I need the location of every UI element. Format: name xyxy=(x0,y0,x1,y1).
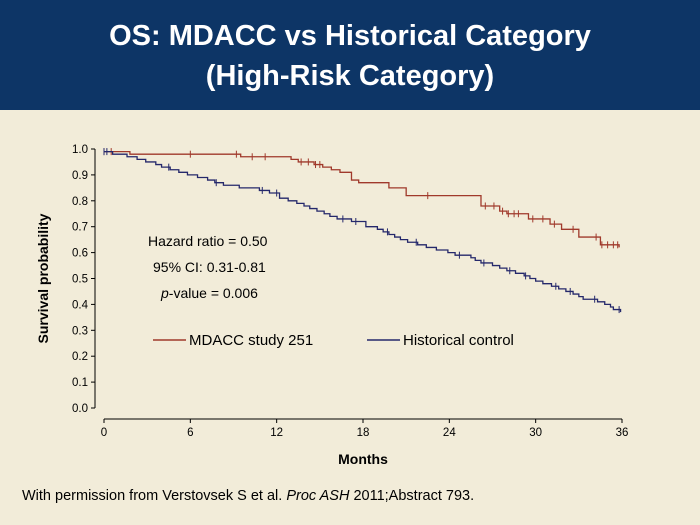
y-tick-label: 0.3 xyxy=(72,325,88,337)
citation-suffix: 2011;Abstract 793. xyxy=(349,488,475,504)
hazard-ratio-text: Hazard ratio = 0.50 xyxy=(148,233,268,249)
x-tick-label: 0 xyxy=(101,427,107,439)
legend: MDACC study 251 Historical control xyxy=(153,332,514,349)
survival-curves xyxy=(103,148,622,314)
survival-curve xyxy=(104,150,620,248)
survival-curve xyxy=(104,150,622,313)
y-tick-label: 0.7 xyxy=(72,222,88,234)
citation-journal: Proc ASH xyxy=(286,488,350,504)
x-tick-label: 30 xyxy=(529,427,542,439)
p-value-text: p-value = 0.006 xyxy=(160,285,258,301)
x-tick-label: 24 xyxy=(443,427,456,439)
y-axis-title: Survival probability xyxy=(35,213,51,343)
x-ticks: 0 6 12 18 24 30 36 xyxy=(101,419,629,439)
legend-item: MDACC study 251 xyxy=(153,332,313,349)
stats-annotation: Hazard ratio = 0.50 95% CI: 0.31-0.81 p-… xyxy=(148,233,268,301)
title-banner: OS: MDACC vs Historical Category (High-R… xyxy=(0,0,700,110)
x-axis-title: Months xyxy=(338,451,388,467)
series-historical xyxy=(103,148,622,314)
p-value-italic: p xyxy=(160,285,169,301)
y-ticks: 0.0 0.1 0.2 0.3 0.4 0.5 0.6 0.7 0.8 0.9 1.0 xyxy=(72,144,95,415)
x-tick-label: 18 xyxy=(357,427,370,439)
y-tick-label: 0.2 xyxy=(72,351,88,363)
x-tick-label: 36 xyxy=(616,427,629,439)
p-value-rest: -value = 0.006 xyxy=(169,285,258,301)
y-tick-label: 0.1 xyxy=(72,377,88,389)
y-tick-label: 0.9 xyxy=(72,170,88,182)
legend-item: Historical control xyxy=(367,332,514,349)
series-mdacc xyxy=(103,148,620,249)
x-axis: 0 6 12 18 24 30 36 xyxy=(101,418,629,439)
survival-chart: 0.0 0.1 0.2 0.3 0.4 0.5 0.6 0.7 0.8 0.9 1.0 0 6 12 18… xyxy=(35,144,629,467)
citation-prefix: With permission from Verstovsek S et al. xyxy=(22,488,287,504)
x-tick-label: 12 xyxy=(270,427,283,439)
y-axis: 0.0 0.1 0.2 0.3 0.4 0.5 0.6 0.7 0.8 0.9 1.0 xyxy=(72,144,96,415)
slide-title-line1: OS: MDACC vs Historical Category xyxy=(109,20,591,52)
legend-label: MDACC study 251 xyxy=(189,332,313,349)
y-tick-label: 0.8 xyxy=(72,196,88,208)
slide-title: OS: MDACC vs Historical Category (High-R… xyxy=(109,16,591,96)
y-tick-label: 0.4 xyxy=(72,299,89,311)
citation: With permission from Verstovsek S et al.… xyxy=(22,488,474,504)
x-tick-label: 6 xyxy=(187,427,193,439)
y-tick-label: 0.0 xyxy=(72,403,88,415)
y-tick-label: 0.5 xyxy=(72,274,88,286)
y-tick-label: 1.0 xyxy=(72,144,88,156)
y-tick-label: 0.6 xyxy=(72,248,88,260)
slide-title-line2: (High-Risk Category) xyxy=(205,60,495,92)
legend-label: Historical control xyxy=(403,332,514,349)
confidence-interval-text: 95% CI: 0.31-0.81 xyxy=(153,259,266,275)
